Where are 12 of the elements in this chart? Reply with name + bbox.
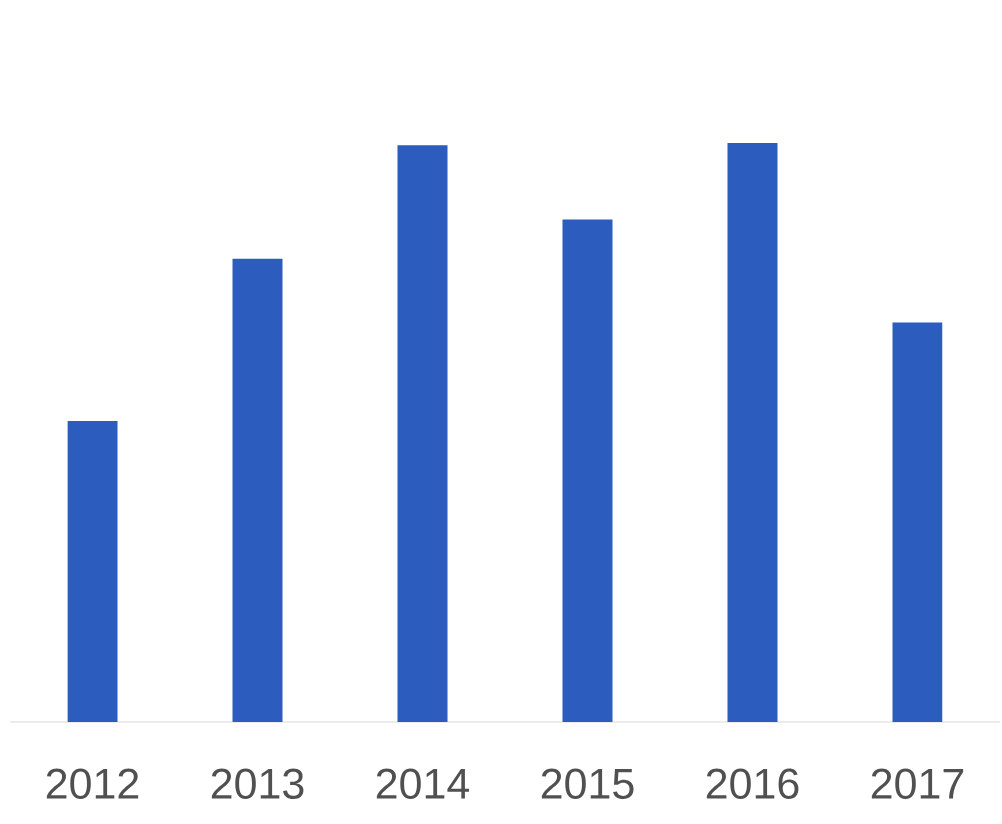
x-tick-label: 2013 [211,768,304,799]
x-tick-label: 2012 [46,768,139,799]
bar [397,145,448,722]
bar [67,420,118,722]
bar [727,142,778,722]
x-tick-label: 2017 [871,768,964,799]
bar [892,322,943,722]
x-tick-label: 2015 [541,768,634,799]
bar [562,219,613,722]
x-tick-label: 2016 [706,768,799,799]
x-tick-label: 2014 [376,768,470,799]
bar [232,258,283,722]
